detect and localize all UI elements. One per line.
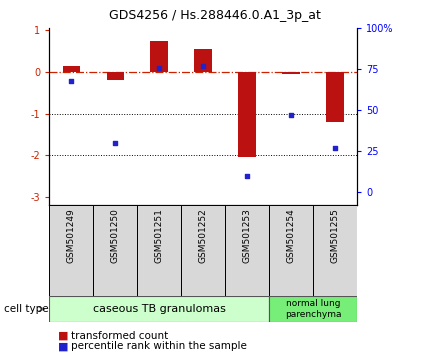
Point	[156, 65, 163, 70]
Point	[288, 112, 295, 118]
Bar	[269, 205, 313, 296]
Text: GSM501250: GSM501250	[111, 208, 120, 263]
Text: transformed count: transformed count	[71, 331, 168, 341]
Bar	[313, 205, 357, 296]
Bar	[282, 72, 300, 74]
Point	[200, 63, 207, 69]
Text: ■: ■	[58, 331, 68, 341]
Point	[244, 173, 251, 179]
Bar	[326, 72, 344, 122]
Bar	[107, 72, 124, 80]
Bar	[269, 296, 357, 322]
Bar	[137, 205, 181, 296]
Bar	[49, 296, 269, 322]
Point	[332, 145, 338, 151]
Text: GSM501249: GSM501249	[67, 208, 76, 263]
Bar	[181, 205, 225, 296]
Bar	[238, 72, 256, 158]
Text: GDS4256 / Hs.288446.0.A1_3p_at: GDS4256 / Hs.288446.0.A1_3p_at	[109, 9, 321, 22]
Bar	[93, 205, 137, 296]
Text: GSM501254: GSM501254	[286, 208, 295, 263]
Text: ■: ■	[58, 341, 68, 351]
Bar	[225, 205, 269, 296]
Bar	[63, 66, 80, 72]
Point	[112, 140, 119, 146]
Text: percentile rank within the sample: percentile rank within the sample	[71, 341, 247, 351]
Bar	[194, 49, 212, 72]
Bar	[150, 41, 168, 72]
Bar	[49, 205, 93, 296]
Text: caseous TB granulomas: caseous TB granulomas	[93, 304, 226, 314]
Text: GSM501255: GSM501255	[330, 208, 339, 263]
Point	[68, 78, 75, 84]
Text: GSM501252: GSM501252	[199, 208, 208, 263]
Text: normal lung
parenchyma: normal lung parenchyma	[285, 299, 341, 319]
Text: GSM501251: GSM501251	[155, 208, 164, 263]
Text: cell type: cell type	[4, 304, 49, 314]
Text: GSM501253: GSM501253	[243, 208, 252, 263]
